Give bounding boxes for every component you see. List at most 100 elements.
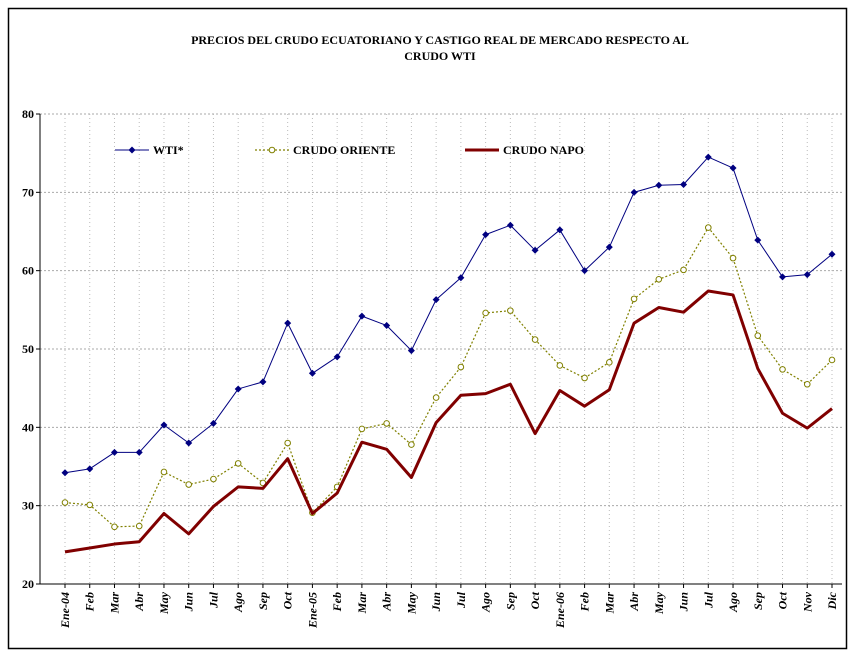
point xyxy=(284,439,291,447)
y-tick-label: 30 xyxy=(22,499,34,513)
x-tick-label: Sep xyxy=(751,592,765,610)
x-tick-label: Jun xyxy=(677,592,691,613)
point xyxy=(779,366,786,373)
x-tick-label: Abr xyxy=(627,592,641,612)
point xyxy=(160,421,168,429)
point xyxy=(754,236,762,244)
point xyxy=(333,353,341,361)
point xyxy=(630,295,638,303)
point xyxy=(680,181,688,188)
point xyxy=(284,319,292,327)
series-line xyxy=(64,156,833,474)
point xyxy=(185,481,193,488)
point xyxy=(680,266,687,274)
point xyxy=(234,385,242,393)
x-tick-label: Ago xyxy=(231,592,245,613)
point xyxy=(160,468,168,476)
point xyxy=(506,221,514,229)
point xyxy=(408,441,415,448)
point xyxy=(407,347,415,355)
point xyxy=(531,246,539,254)
x-tick-label: Sep xyxy=(256,592,270,610)
x-tick-label: Ene-04 xyxy=(58,592,72,629)
x-tick-label: Jul xyxy=(206,591,220,609)
point xyxy=(729,164,737,172)
x-tick-label: Oct xyxy=(528,591,542,609)
x-tick-label: Jul xyxy=(701,591,715,609)
legend-label: CRUDO NAPO xyxy=(503,143,584,157)
x-tick-label: Mar xyxy=(355,592,369,615)
point xyxy=(111,523,118,531)
x-tick-label: Nov xyxy=(800,591,814,613)
x-tick-label: Mar xyxy=(602,592,616,615)
point xyxy=(110,448,118,456)
y-tick-label: 80 xyxy=(22,107,34,121)
point xyxy=(432,296,440,304)
y-tick-label: 70 xyxy=(22,185,34,199)
point xyxy=(482,309,489,317)
point xyxy=(86,501,94,509)
point xyxy=(803,380,811,388)
point xyxy=(135,448,143,456)
point xyxy=(606,359,613,366)
x-tick-label: Jun xyxy=(182,592,196,613)
point xyxy=(482,231,490,239)
x-tick-label: Feb xyxy=(83,592,97,612)
point xyxy=(135,522,143,530)
x-tick-label: Jun xyxy=(429,592,443,613)
x-tick-label: Ene-05 xyxy=(305,592,319,629)
x-tick-label: May xyxy=(404,591,418,615)
chart-title: PRECIOS DEL CRUDO ECUATORIANO Y CASTIGO … xyxy=(191,33,689,47)
point xyxy=(655,275,663,283)
point xyxy=(531,336,539,343)
point xyxy=(61,499,69,506)
series-line xyxy=(64,289,833,554)
point xyxy=(209,419,217,427)
x-tick-label: May xyxy=(157,591,171,615)
x-tick-label: Feb xyxy=(330,592,344,612)
point xyxy=(556,226,564,234)
x-tick-label: Jul xyxy=(454,591,468,609)
point xyxy=(383,322,391,329)
point xyxy=(507,307,514,314)
y-tick-label: 60 xyxy=(22,264,34,278)
point xyxy=(630,188,638,196)
x-tick-label: Abr xyxy=(380,592,394,612)
legend-label: CRUDO ORIENTE xyxy=(293,143,395,157)
x-tick-label: Sep xyxy=(503,592,517,610)
point xyxy=(828,356,836,364)
point xyxy=(779,273,787,281)
x-tick-label: Dic xyxy=(825,591,839,610)
x-tick-label: Ene-06 xyxy=(553,592,567,629)
x-tick-label: Ago xyxy=(479,592,493,613)
point xyxy=(358,312,366,320)
x-tick-label: Ago xyxy=(726,592,740,613)
point xyxy=(358,425,366,433)
point xyxy=(655,181,663,189)
point xyxy=(128,146,136,154)
point xyxy=(605,243,613,251)
point xyxy=(457,363,465,371)
y-tick-label: 50 xyxy=(22,342,34,356)
point xyxy=(729,254,737,262)
x-tick-label: Feb xyxy=(578,592,592,612)
point xyxy=(581,374,588,382)
point xyxy=(234,460,242,467)
point xyxy=(432,394,440,401)
point xyxy=(704,153,712,161)
y-tick-label: 20 xyxy=(22,577,34,591)
x-tick-label: Oct xyxy=(281,591,295,609)
x-tick-label: Mar xyxy=(107,592,121,615)
y-tick-label: 40 xyxy=(22,420,34,434)
chart-title: CRUDO WTI xyxy=(404,49,476,63)
x-tick-label: May xyxy=(652,591,666,615)
point xyxy=(754,332,762,339)
point xyxy=(383,420,390,427)
point xyxy=(210,475,217,483)
point xyxy=(828,250,836,258)
series-line xyxy=(64,226,833,528)
legend-label: WTI* xyxy=(153,143,184,157)
point xyxy=(86,465,94,473)
point xyxy=(268,146,276,154)
